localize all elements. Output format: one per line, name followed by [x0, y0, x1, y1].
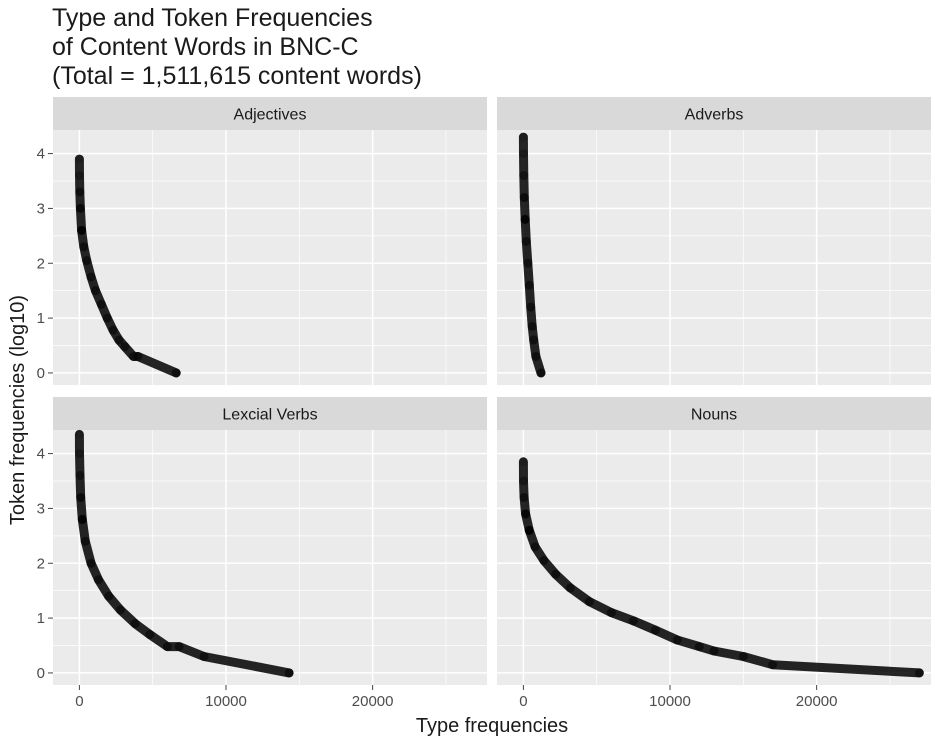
y-tick-label: 0: [37, 365, 45, 382]
data-points: [74, 429, 294, 678]
x-tick-label: 20000: [796, 693, 838, 710]
data-points: [518, 457, 924, 678]
x-tick-label: 10000: [649, 693, 691, 710]
chart-title-line-2: of Content Words in BNC-C: [52, 33, 359, 61]
panel-background: [53, 430, 487, 685]
y-tick-label: 3: [37, 500, 45, 517]
panel-lexcial-verbs: Lexcial Verbs 0 1 2 3 4 0 10000 20000: [37, 397, 487, 710]
y-tick-label: 1: [37, 310, 45, 327]
panel-background: [53, 130, 487, 385]
data-point-cloud: [74, 429, 294, 678]
y-tick-label: 4: [37, 146, 45, 163]
facet-strip-label: Adjectives: [234, 107, 307, 124]
facet-strip: [53, 397, 487, 430]
x-axis-title: Type frequencies: [416, 715, 568, 737]
panel-background: [497, 430, 931, 685]
data-point-cloud: [74, 154, 181, 378]
facet-strip: [53, 97, 487, 130]
x-tick-label: 0: [75, 693, 83, 710]
y-tick-label: 3: [37, 200, 45, 217]
chart-title: Type and Token Frequencies of Content Wo…: [52, 4, 422, 91]
y-axis-title: Token frequencies (log10): [7, 295, 29, 525]
facet-strip: [497, 397, 931, 430]
y-tick-label: 1: [37, 610, 45, 627]
chart-title-line-3: (Total = 1,511,615 content words): [52, 62, 422, 90]
x-tick-label: 20000: [352, 693, 394, 710]
facet-strip-label: Lexcial Verbs: [222, 407, 317, 424]
panel-nouns: Nouns 0 10000 20000: [497, 397, 931, 710]
data-point-cloud: [518, 457, 924, 678]
facet-strip-label: Nouns: [691, 407, 737, 424]
chart-title-line-1: Type and Token Frequencies: [52, 4, 373, 32]
panel-adjectives: Adjectives 0 1 2 3 4: [37, 97, 487, 385]
data-point-cloud: [518, 132, 546, 378]
data-points: [518, 132, 546, 378]
data-points: [74, 154, 181, 378]
y-tick-label: 2: [37, 255, 45, 272]
facet-strip: [497, 97, 931, 130]
panel-adverbs: Adverbs: [497, 97, 931, 385]
panel-background: [497, 130, 931, 385]
y-tick-label: 4: [37, 446, 45, 463]
y-tick-label: 2: [37, 555, 45, 572]
y-tick-label: 0: [37, 665, 45, 682]
x-tick-label: 0: [519, 693, 527, 710]
x-tick-label: 10000: [205, 693, 247, 710]
facet-strip-label: Adverbs: [685, 107, 744, 124]
